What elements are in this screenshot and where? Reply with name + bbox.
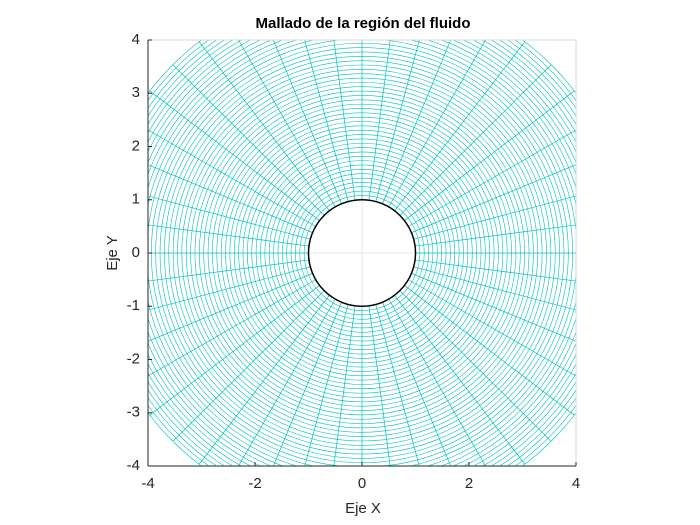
mesh-spoke <box>149 90 320 221</box>
y-tick-label: -4 <box>127 457 140 474</box>
mesh-spoke <box>388 298 486 466</box>
y-tick-label: -2 <box>127 350 140 367</box>
mesh-spoke <box>368 305 391 466</box>
mesh-spoke <box>148 224 310 247</box>
mesh-spoke <box>333 305 356 466</box>
x-tick-label: 2 <box>465 475 473 492</box>
mesh-spoke <box>148 259 310 282</box>
y-tick-label: 1 <box>132 191 140 208</box>
x-tick-label: -2 <box>248 475 261 492</box>
mesh-spoke <box>414 259 576 282</box>
x-axis-label: Eje X <box>345 500 381 517</box>
y-tick-label: 0 <box>132 244 140 261</box>
mesh-spoke <box>394 295 526 465</box>
mesh-spoke <box>148 129 316 227</box>
mesh-spoke <box>414 224 576 247</box>
mesh-spoke <box>394 41 526 211</box>
y-tick-label: -3 <box>127 404 140 421</box>
mesh-spoke <box>172 64 325 216</box>
x-tick-label: 4 <box>572 475 580 492</box>
mesh-spoke <box>148 164 313 233</box>
mesh-spoke <box>404 285 575 416</box>
mesh-spoke <box>198 41 330 211</box>
y-tick-label: 3 <box>132 84 140 101</box>
mesh-spoke <box>399 64 552 216</box>
chart-title: Mallado de la región del fluido <box>255 15 470 32</box>
x-tick-label: 0 <box>358 475 366 492</box>
mesh-spoke <box>238 298 336 466</box>
mesh-spoke <box>404 90 575 221</box>
mesh-spoke <box>238 40 336 208</box>
mesh-spoke <box>411 273 576 342</box>
mesh-spoke <box>375 304 420 466</box>
mesh-spoke <box>148 273 313 342</box>
mesh-spoke <box>304 40 349 202</box>
mesh-spoke <box>149 285 320 416</box>
mesh-spoke <box>148 266 311 311</box>
mesh-spoke <box>368 40 391 201</box>
mesh-spoke <box>172 290 325 442</box>
y-axis-label: Eje Y <box>104 235 121 271</box>
mesh-spoke <box>382 302 452 466</box>
mesh-spoke <box>413 195 576 240</box>
mesh-spoke <box>272 40 342 204</box>
mesh-spoke <box>382 40 452 204</box>
x-tick-label: -4 <box>141 475 154 492</box>
mesh-spoke <box>304 304 349 466</box>
mesh-spoke <box>408 279 576 377</box>
mesh-spoke <box>413 266 576 311</box>
mesh-spoke <box>198 295 330 465</box>
mesh-spoke <box>408 129 576 227</box>
y-tick-label: 4 <box>132 31 140 48</box>
mesh-spoke <box>375 40 420 202</box>
mesh-spoke <box>399 290 552 442</box>
mesh-spoke <box>388 40 486 208</box>
mesh <box>148 40 576 466</box>
y-tick-label: 2 <box>132 137 140 154</box>
mesh-spoke <box>148 195 311 240</box>
mesh-spoke <box>272 302 342 466</box>
mesh-spoke <box>411 164 576 233</box>
y-tick-label: -1 <box>127 297 140 314</box>
mesh-spoke <box>148 279 316 377</box>
mesh-spoke <box>333 40 356 201</box>
